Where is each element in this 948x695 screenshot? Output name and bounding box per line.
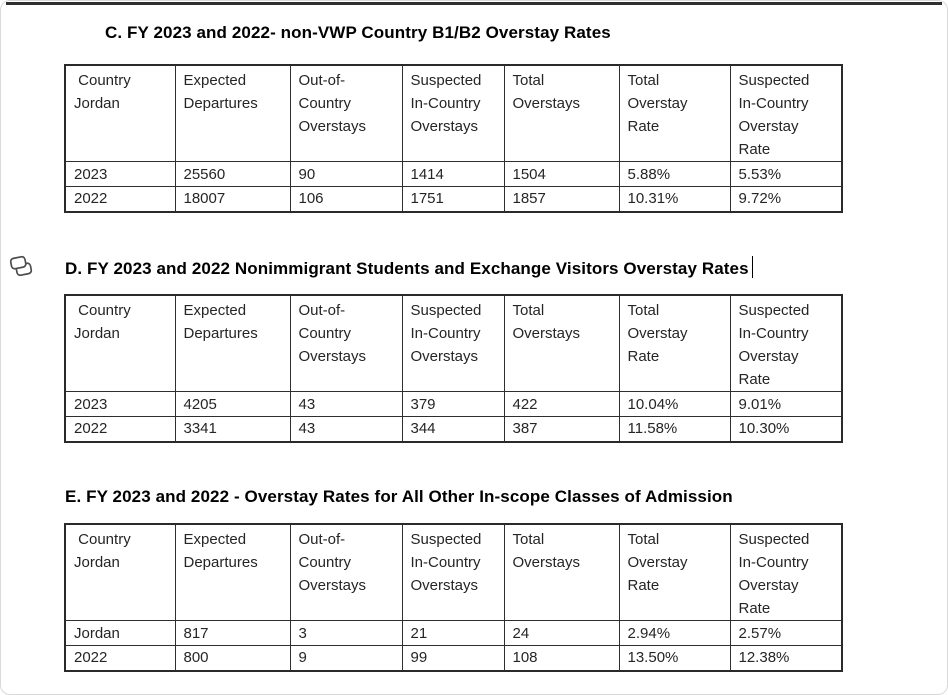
column-header-expected-departures: Expected Departures: [174, 523, 291, 621]
section-c-title: C. FY 2023 and 2022- non-VWP Country B1/…: [105, 22, 611, 44]
cell-total-overstays: 1857: [503, 186, 620, 212]
cell-country: Jordan: [64, 620, 176, 646]
column-header-suspected-in-country-overstays: Suspected In-Country Overstays: [401, 523, 505, 621]
cell-total-overstays: 387: [503, 416, 620, 442]
cell-suspected-in-country-overstays: 379: [401, 391, 505, 417]
column-header-out-of-country-overstays: Out-of- Country Overstays: [289, 294, 403, 392]
cell-expected-departures: 25560: [174, 161, 291, 187]
column-header-out-of-country-overstays: Out-of- Country Overstays: [289, 523, 403, 621]
column-header-total-overstay-rate: Total Overstay Rate: [618, 523, 731, 621]
cell-total-overstay-rate: 10.04%: [618, 391, 731, 417]
column-header-country: Country Jordan: [64, 64, 176, 162]
column-header-country: Country Jordan: [64, 294, 176, 392]
text-cursor: [751, 256, 754, 278]
annotation-pages-icon[interactable]: [7, 253, 35, 281]
cell-out-of-country-overstays: 3: [289, 620, 403, 646]
section-c-title-text: C. FY 2023 and 2022- non-VWP Country B1/…: [105, 23, 611, 42]
cell-suspected-in-country-overstays: 1751: [401, 186, 505, 212]
cell-year: 2023: [64, 161, 176, 187]
column-header-total-overstays: Total Overstays: [503, 294, 620, 392]
cell-expected-departures: 18007: [174, 186, 291, 212]
cell-total-overstay-rate: 5.88%: [618, 161, 731, 187]
section-d-title-text: D. FY 2023 and 2022 Nonimmigrant Student…: [65, 259, 749, 278]
column-header-out-of-country-overstays: Out-of- Country Overstays: [289, 64, 403, 162]
table-row: 2023 25560 90 1414 1504 5.88% 5.53%: [64, 161, 843, 187]
window-top-border: [6, 2, 942, 5]
column-header-suspected-in-country-overstays: Suspected In-Country Overstays: [401, 294, 505, 392]
cell-out-of-country-overstays: 43: [289, 416, 403, 442]
table-header-row: Country Jordan Expected Departures Out-o…: [64, 64, 843, 162]
cell-out-of-country-overstays: 90: [289, 161, 403, 187]
column-header-suspected-in-country-overstays: Suspected In-Country Overstays: [401, 64, 505, 162]
cell-out-of-country-overstays: 43: [289, 391, 403, 417]
cell-total-overstay-rate: 2.94%: [618, 620, 731, 646]
column-header-total-overstay-rate: Total Overstay Rate: [618, 64, 731, 162]
cell-expected-departures: 800: [174, 645, 291, 671]
section-e-title-text: E. FY 2023 and 2022 - Overstay Rates for…: [65, 487, 733, 506]
column-header-total-overstays: Total Overstays: [503, 64, 620, 162]
cell-total-overstay-rate: 10.31%: [618, 186, 731, 212]
cell-suspected-in-country-overstay-rate: 9.72%: [729, 186, 843, 212]
cell-suspected-in-country-overstay-rate: 10.30%: [729, 416, 843, 442]
table-row: 2023 4205 43 379 422 10.04% 9.01%: [64, 391, 843, 417]
column-header-country: Country Jordan: [64, 523, 176, 621]
table-row: 2022 800 9 99 108 13.50% 12.38%: [64, 645, 843, 671]
table-header-row: Country Jordan Expected Departures Out-o…: [64, 523, 843, 621]
cell-total-overstays: 1504: [503, 161, 620, 187]
section-d-title: D. FY 2023 and 2022 Nonimmigrant Student…: [65, 256, 754, 280]
cell-total-overstays: 108: [503, 645, 620, 671]
cell-total-overstay-rate: 13.50%: [618, 645, 731, 671]
column-header-expected-departures: Expected Departures: [174, 294, 291, 392]
table-row: 2022 18007 106 1751 1857 10.31% 9.72%: [64, 186, 843, 212]
table-overstay-d: Country Jordan Expected Departures Out-o…: [64, 294, 843, 443]
cell-suspected-in-country-overstays: 99: [401, 645, 505, 671]
table-overstay-e: Country Jordan Expected Departures Out-o…: [64, 523, 843, 672]
cell-total-overstays: 24: [503, 620, 620, 646]
column-header-expected-departures: Expected Departures: [174, 64, 291, 162]
column-header-total-overstay-rate: Total Overstay Rate: [618, 294, 731, 392]
cell-year: 2022: [64, 645, 176, 671]
column-header-suspected-in-country-overstay-rate: Suspected In-Country Overstay Rate: [729, 64, 843, 162]
cell-suspected-in-country-overstay-rate: 9.01%: [729, 391, 843, 417]
cell-expected-departures: 4205: [174, 391, 291, 417]
column-header-total-overstays: Total Overstays: [503, 523, 620, 621]
cell-year: 2023: [64, 391, 176, 417]
cell-suspected-in-country-overstay-rate: 2.57%: [729, 620, 843, 646]
table-row: 2022 3341 43 344 387 11.58% 10.30%: [64, 416, 843, 442]
cell-expected-departures: 817: [174, 620, 291, 646]
cell-suspected-in-country-overstays: 21: [401, 620, 505, 646]
table-overstay-c: Country Jordan Expected Departures Out-o…: [64, 64, 843, 213]
cell-total-overstays: 422: [503, 391, 620, 417]
cell-suspected-in-country-overstays: 344: [401, 416, 505, 442]
section-e-title: E. FY 2023 and 2022 - Overstay Rates for…: [65, 486, 733, 508]
column-header-suspected-in-country-overstay-rate: Suspected In-Country Overstay Rate: [729, 523, 843, 621]
cell-out-of-country-overstays: 106: [289, 186, 403, 212]
cell-year: 2022: [64, 416, 176, 442]
cell-suspected-in-country-overstays: 1414: [401, 161, 505, 187]
cell-suspected-in-country-overstay-rate: 5.53%: [729, 161, 843, 187]
cell-year: 2022: [64, 186, 176, 212]
table-header-row: Country Jordan Expected Departures Out-o…: [64, 294, 843, 392]
table-row: Jordan 817 3 21 24 2.94% 2.57%: [64, 620, 843, 646]
column-header-suspected-in-country-overstay-rate: Suspected In-Country Overstay Rate: [729, 294, 843, 392]
cell-out-of-country-overstays: 9: [289, 645, 403, 671]
cell-total-overstay-rate: 11.58%: [618, 416, 731, 442]
cell-suspected-in-country-overstay-rate: 12.38%: [729, 645, 843, 671]
cell-expected-departures: 3341: [174, 416, 291, 442]
